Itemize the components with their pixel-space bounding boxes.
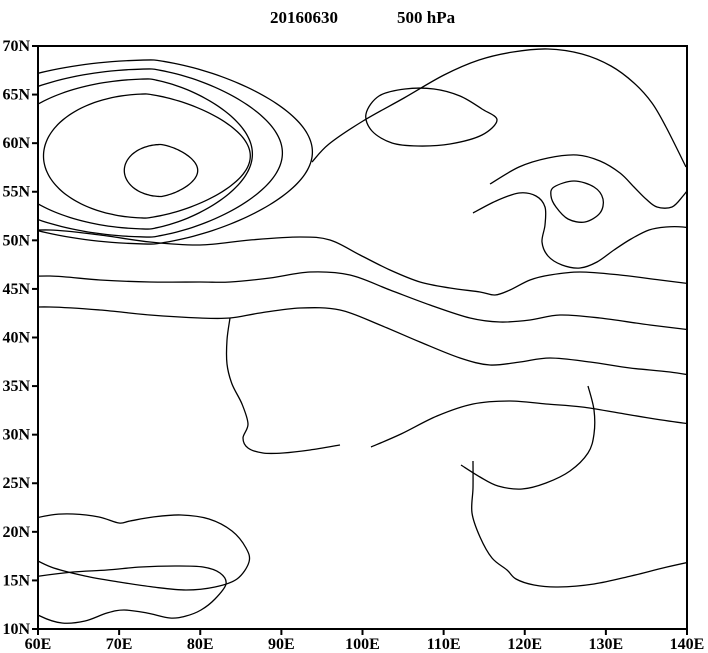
svg-text:70E: 70E — [106, 636, 133, 653]
svg-text:20N: 20N — [2, 524, 30, 541]
svg-text:140E: 140E — [670, 636, 705, 653]
svg-text:40N: 40N — [2, 330, 30, 347]
svg-text:45N: 45N — [2, 281, 30, 298]
svg-text:50N: 50N — [2, 232, 30, 249]
svg-text:65N: 65N — [2, 87, 30, 104]
svg-text:60N: 60N — [2, 135, 30, 152]
svg-text:90E: 90E — [268, 636, 295, 653]
svg-text:35N: 35N — [2, 378, 30, 395]
svg-text:120E: 120E — [507, 636, 542, 653]
svg-text:60E: 60E — [25, 636, 52, 653]
svg-text:30N: 30N — [2, 427, 30, 444]
svg-text:55N: 55N — [2, 184, 30, 201]
svg-text:80E: 80E — [187, 636, 214, 653]
svg-text:110E: 110E — [427, 636, 461, 653]
svg-text:70N: 70N — [2, 38, 30, 55]
svg-text:100E: 100E — [345, 636, 380, 653]
svg-text:130E: 130E — [589, 636, 624, 653]
svg-text:25N: 25N — [2, 475, 30, 492]
svg-text:15N: 15N — [2, 572, 30, 589]
